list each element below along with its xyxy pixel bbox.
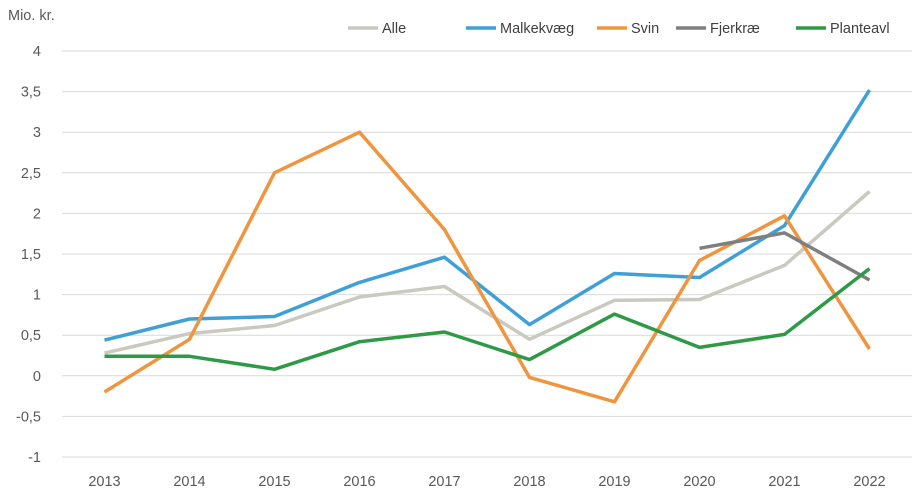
series-line-malkekv-g <box>104 89 871 342</box>
series-line-svin <box>103 130 871 404</box>
x-tick-label: 2021 <box>768 474 800 490</box>
y-tick-label: 4 <box>33 44 41 60</box>
legend-label-planteavl: Planteavl <box>830 21 890 37</box>
y-tick-label: -1 <box>28 450 41 466</box>
x-tick-label: 2016 <box>343 474 375 490</box>
x-tick-label: 2014 <box>173 474 205 490</box>
legend-label-fjerkr-: Fjerkræ <box>710 21 760 37</box>
y-tick-label: 3,5 <box>21 85 41 101</box>
x-tick-label: 2017 <box>428 474 460 490</box>
legend-label-alle: Alle <box>382 21 406 37</box>
legend: Alle Malkekvæg Svin Fjerkræ Planteavl <box>348 21 890 37</box>
y-tick-label: 0,5 <box>21 328 41 344</box>
series-line-alle <box>104 190 871 355</box>
x-tick-label: 2022 <box>853 474 885 490</box>
series-line-planteavl <box>104 267 871 372</box>
y-axis-unit-label: Mio. kr. <box>8 8 55 24</box>
series-line-fjerkr- <box>699 231 871 282</box>
y-tick-label: -0,5 <box>16 409 41 425</box>
x-tick-label: 2015 <box>258 474 290 490</box>
y-axis-ticks: 4 3,5 3 2,5 2 1,5 1 0,5 0 -0,5 -1 <box>16 44 41 466</box>
y-tick-label: 3 <box>33 125 41 141</box>
x-axis-ticks: 2013 2014 2015 2016 2017 2018 2019 2020 2021 2022 <box>88 474 885 490</box>
x-tick-label: 2019 <box>598 474 630 490</box>
x-tick-label: 2020 <box>683 474 715 490</box>
x-tick-label: 2018 <box>513 474 545 490</box>
y-tick-label: 1 <box>33 288 41 304</box>
legend-label-svin: Svin <box>631 21 659 37</box>
legend-label-malkekv-g: Malkekvæg <box>500 21 574 37</box>
y-tick-label: 0 <box>33 369 41 385</box>
x-tick-label: 2013 <box>88 474 120 490</box>
y-tick-label: 2,5 <box>21 166 41 182</box>
series-lines <box>103 89 871 404</box>
y-tick-label: 1,5 <box>21 247 41 263</box>
y-tick-label: 2 <box>33 206 41 222</box>
gridlines <box>62 50 912 458</box>
